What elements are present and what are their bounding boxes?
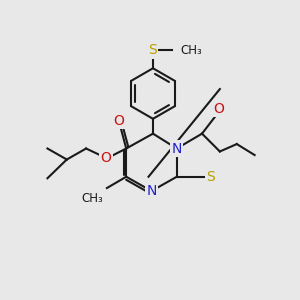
- Text: N: N: [172, 142, 182, 155]
- Text: N: N: [146, 184, 157, 198]
- Text: S: S: [148, 44, 157, 57]
- Text: S: S: [207, 170, 215, 184]
- Text: CH₃: CH₃: [181, 44, 202, 57]
- Text: CH₃: CH₃: [82, 192, 103, 205]
- Text: O: O: [113, 114, 124, 128]
- Text: O: O: [100, 151, 111, 165]
- Text: O: O: [213, 102, 224, 116]
